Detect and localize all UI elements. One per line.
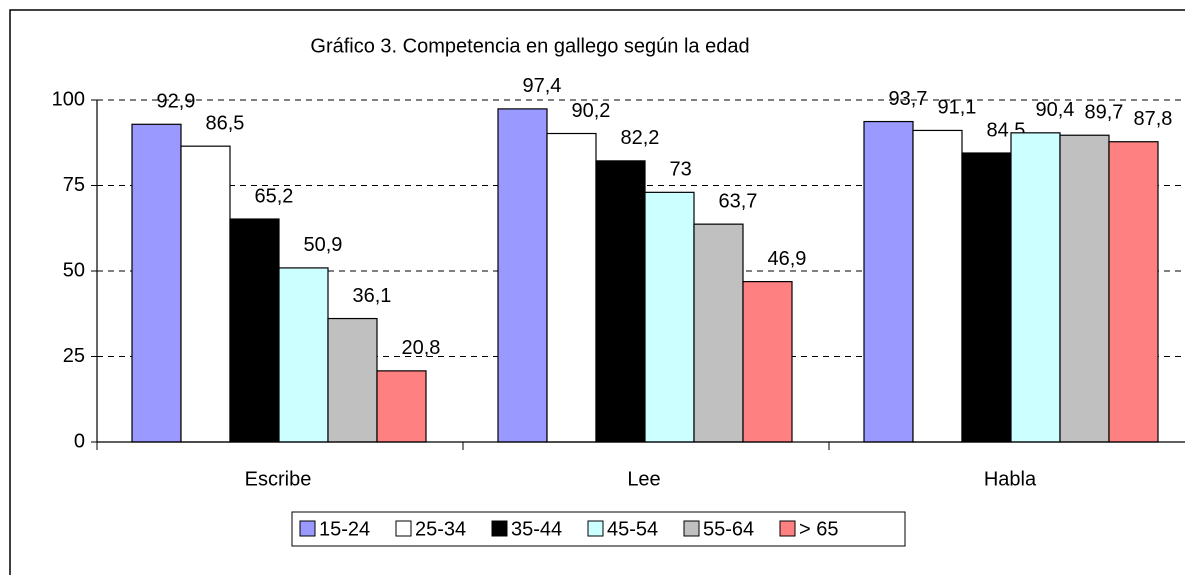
value-label: 65,2 (255, 185, 294, 207)
bar (278, 267, 329, 443)
value-label: 50,9 (304, 234, 343, 256)
value-label: 20,8 (402, 337, 441, 359)
x-tick-label: Escribe (245, 468, 312, 490)
bar (595, 160, 646, 443)
bar (1010, 132, 1061, 443)
bar (912, 129, 963, 443)
value-label: 97,4 (523, 75, 562, 97)
bar (1059, 134, 1110, 443)
y-tick-label: 0 (74, 430, 85, 452)
bar (327, 317, 378, 443)
x-tick-label: Habla (984, 468, 1037, 490)
value-label: 63,7 (719, 190, 758, 212)
value-label: 46,9 (768, 248, 807, 270)
bar (546, 132, 597, 443)
legend-label: 25-34 (415, 518, 466, 540)
value-label: 93,7 (889, 88, 928, 110)
bar (1108, 141, 1159, 443)
legend-swatch (587, 520, 604, 537)
legend-label: > 65 (799, 518, 838, 540)
value-label: 92,9 (157, 91, 196, 113)
value-label: 89,7 (1085, 102, 1124, 124)
bar (863, 120, 914, 443)
legend-label: 45-54 (607, 518, 658, 540)
legend-label: 35-44 (511, 518, 562, 540)
bar (742, 281, 793, 443)
bar (961, 152, 1012, 443)
legend-swatch (683, 520, 700, 537)
bar (131, 123, 182, 443)
legend-swatch (779, 520, 796, 537)
y-tick-label: 50 (63, 259, 85, 281)
value-label: 91,1 (938, 97, 977, 119)
value-label: 82,2 (621, 127, 660, 149)
bar (229, 218, 280, 443)
bar (693, 223, 744, 443)
chart-title: Gráfico 3. Competencia en gallego según … (310, 35, 749, 57)
y-tick-label: 25 (63, 345, 85, 367)
value-label: 87,8 (1134, 108, 1173, 130)
bar (180, 145, 231, 443)
x-tick-label: Lee (627, 468, 660, 490)
value-label: 36,1 (353, 285, 392, 307)
legend-swatch (395, 520, 412, 537)
bar (376, 370, 427, 443)
legend-swatch (491, 520, 508, 537)
value-label: 73 (670, 159, 692, 181)
y-tick-label: 100 (52, 88, 85, 110)
value-label: 86,5 (206, 112, 245, 134)
bar (497, 108, 548, 443)
legend-label: 55-64 (703, 518, 754, 540)
legend-label: 15-24 (319, 518, 370, 540)
y-tick-label: 75 (63, 174, 85, 196)
value-label: 90,4 (1036, 99, 1075, 121)
bar (644, 191, 695, 443)
legend-swatch (299, 520, 316, 537)
value-label: 90,2 (572, 100, 611, 122)
